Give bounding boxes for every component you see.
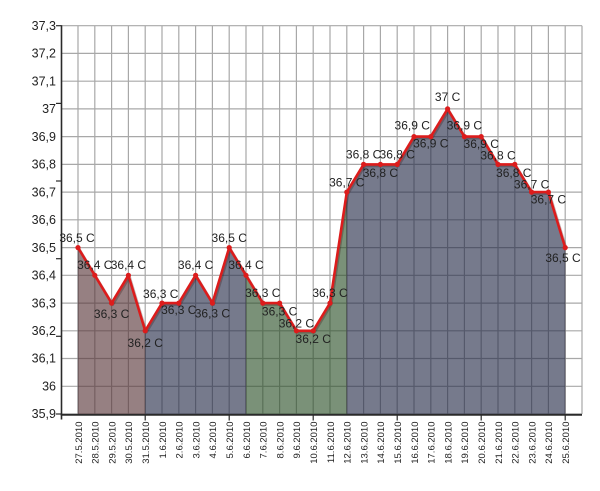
svg-text:36,9 C: 36,9 C bbox=[413, 136, 449, 150]
svg-text:36,8 C: 36,8 C bbox=[363, 166, 399, 180]
svg-text:23.6.2010: 23.6.2010 bbox=[527, 422, 538, 464]
svg-text:29.5.2010: 29.5.2010 bbox=[107, 422, 118, 464]
svg-text:3.6.2010: 3.6.2010 bbox=[191, 422, 202, 459]
svg-text:36,4 C: 36,4 C bbox=[228, 258, 264, 272]
svg-text:2.6.2010: 2.6.2010 bbox=[175, 422, 186, 459]
svg-text:12.6.2010: 12.6.2010 bbox=[343, 422, 354, 464]
svg-text:36,4 C: 36,4 C bbox=[178, 258, 214, 272]
svg-text:22.6.2010: 22.6.2010 bbox=[511, 422, 522, 464]
svg-text:36,7 C: 36,7 C bbox=[531, 193, 567, 207]
svg-text:36,8 C: 36,8 C bbox=[496, 166, 532, 180]
svg-text:36,7 C: 36,7 C bbox=[514, 177, 550, 191]
svg-text:36,8 C: 36,8 C bbox=[480, 148, 516, 162]
svg-text:36,7 C: 36,7 C bbox=[329, 176, 365, 190]
svg-text:36,5 C: 36,5 C bbox=[545, 251, 581, 265]
svg-text:15.6.2010: 15.6.2010 bbox=[393, 422, 404, 464]
svg-text:17.6.2010: 17.6.2010 bbox=[427, 422, 438, 464]
svg-text:11.6.2010: 11.6.2010 bbox=[326, 422, 337, 464]
svg-text:1.6.2010: 1.6.2010 bbox=[158, 422, 169, 459]
svg-text:6.6.2010: 6.6.2010 bbox=[242, 422, 253, 459]
svg-text:19.6.2010: 19.6.2010 bbox=[460, 422, 471, 464]
svg-text:36,5 C: 36,5 C bbox=[212, 231, 248, 245]
svg-text:4.6.2010: 4.6.2010 bbox=[208, 422, 219, 459]
svg-text:36,2: 36,2 bbox=[32, 324, 56, 338]
svg-text:37,1: 37,1 bbox=[32, 74, 56, 88]
svg-text:20.6.2010: 20.6.2010 bbox=[477, 422, 488, 464]
svg-text:36,9 C: 36,9 C bbox=[447, 119, 483, 133]
svg-text:35,9: 35,9 bbox=[32, 407, 56, 421]
svg-text:36,9: 36,9 bbox=[32, 130, 56, 144]
svg-text:28.5.2010: 28.5.2010 bbox=[91, 422, 102, 464]
svg-text:36,3: 36,3 bbox=[32, 296, 56, 310]
svg-text:37: 37 bbox=[42, 102, 56, 116]
svg-text:24.6.2010: 24.6.2010 bbox=[544, 422, 555, 464]
svg-text:36,9 C: 36,9 C bbox=[395, 119, 431, 133]
svg-text:36,3 C: 36,3 C bbox=[195, 306, 231, 320]
svg-text:37 C: 37 C bbox=[435, 90, 461, 104]
svg-text:36,8 C: 36,8 C bbox=[380, 148, 416, 162]
svg-text:36,7: 36,7 bbox=[32, 185, 56, 199]
svg-text:31.5.2010: 31.5.2010 bbox=[141, 422, 152, 464]
svg-text:36,1: 36,1 bbox=[32, 352, 56, 366]
svg-text:5.6.2010: 5.6.2010 bbox=[225, 422, 236, 459]
svg-text:36,5: 36,5 bbox=[32, 241, 56, 255]
svg-text:36,4: 36,4 bbox=[32, 269, 56, 283]
svg-text:36,3 C: 36,3 C bbox=[161, 303, 197, 317]
svg-text:36,3 C: 36,3 C bbox=[245, 286, 281, 300]
svg-text:36,8 C: 36,8 C bbox=[346, 148, 382, 162]
svg-text:36,2 C: 36,2 C bbox=[128, 336, 164, 350]
svg-text:13.6.2010: 13.6.2010 bbox=[359, 422, 370, 464]
svg-text:25.6.2010: 25.6.2010 bbox=[561, 422, 572, 464]
svg-text:7.6.2010: 7.6.2010 bbox=[259, 422, 270, 459]
svg-text:8.6.2010: 8.6.2010 bbox=[275, 422, 286, 459]
svg-text:36,4 C: 36,4 C bbox=[77, 258, 113, 272]
svg-text:36,6: 36,6 bbox=[32, 213, 56, 227]
svg-text:10.6.2010: 10.6.2010 bbox=[309, 422, 320, 464]
svg-text:36,3 C: 36,3 C bbox=[312, 286, 348, 300]
svg-text:27.5.2010: 27.5.2010 bbox=[74, 422, 85, 464]
svg-text:30.5.2010: 30.5.2010 bbox=[124, 422, 135, 464]
svg-text:37,3: 37,3 bbox=[32, 19, 56, 33]
svg-text:14.6.2010: 14.6.2010 bbox=[376, 422, 387, 464]
svg-text:16.6.2010: 16.6.2010 bbox=[410, 422, 421, 464]
svg-text:36,2 C: 36,2 C bbox=[279, 316, 315, 330]
svg-text:21.6.2010: 21.6.2010 bbox=[494, 422, 505, 464]
svg-text:9.6.2010: 9.6.2010 bbox=[292, 422, 303, 459]
svg-text:36,4 C: 36,4 C bbox=[111, 258, 147, 272]
svg-text:37,2: 37,2 bbox=[32, 47, 56, 61]
svg-text:36,2 C: 36,2 C bbox=[296, 332, 332, 346]
svg-text:18.6.2010: 18.6.2010 bbox=[443, 422, 454, 464]
svg-text:36,3 C: 36,3 C bbox=[262, 305, 298, 319]
svg-text:36,8: 36,8 bbox=[32, 158, 56, 172]
svg-text:36,5 C: 36,5 C bbox=[59, 231, 95, 245]
svg-text:36,3 C: 36,3 C bbox=[143, 287, 179, 301]
svg-text:36: 36 bbox=[42, 380, 56, 394]
svg-text:36,3 C: 36,3 C bbox=[94, 307, 130, 321]
svg-text:36,9 C: 36,9 C bbox=[464, 137, 500, 151]
